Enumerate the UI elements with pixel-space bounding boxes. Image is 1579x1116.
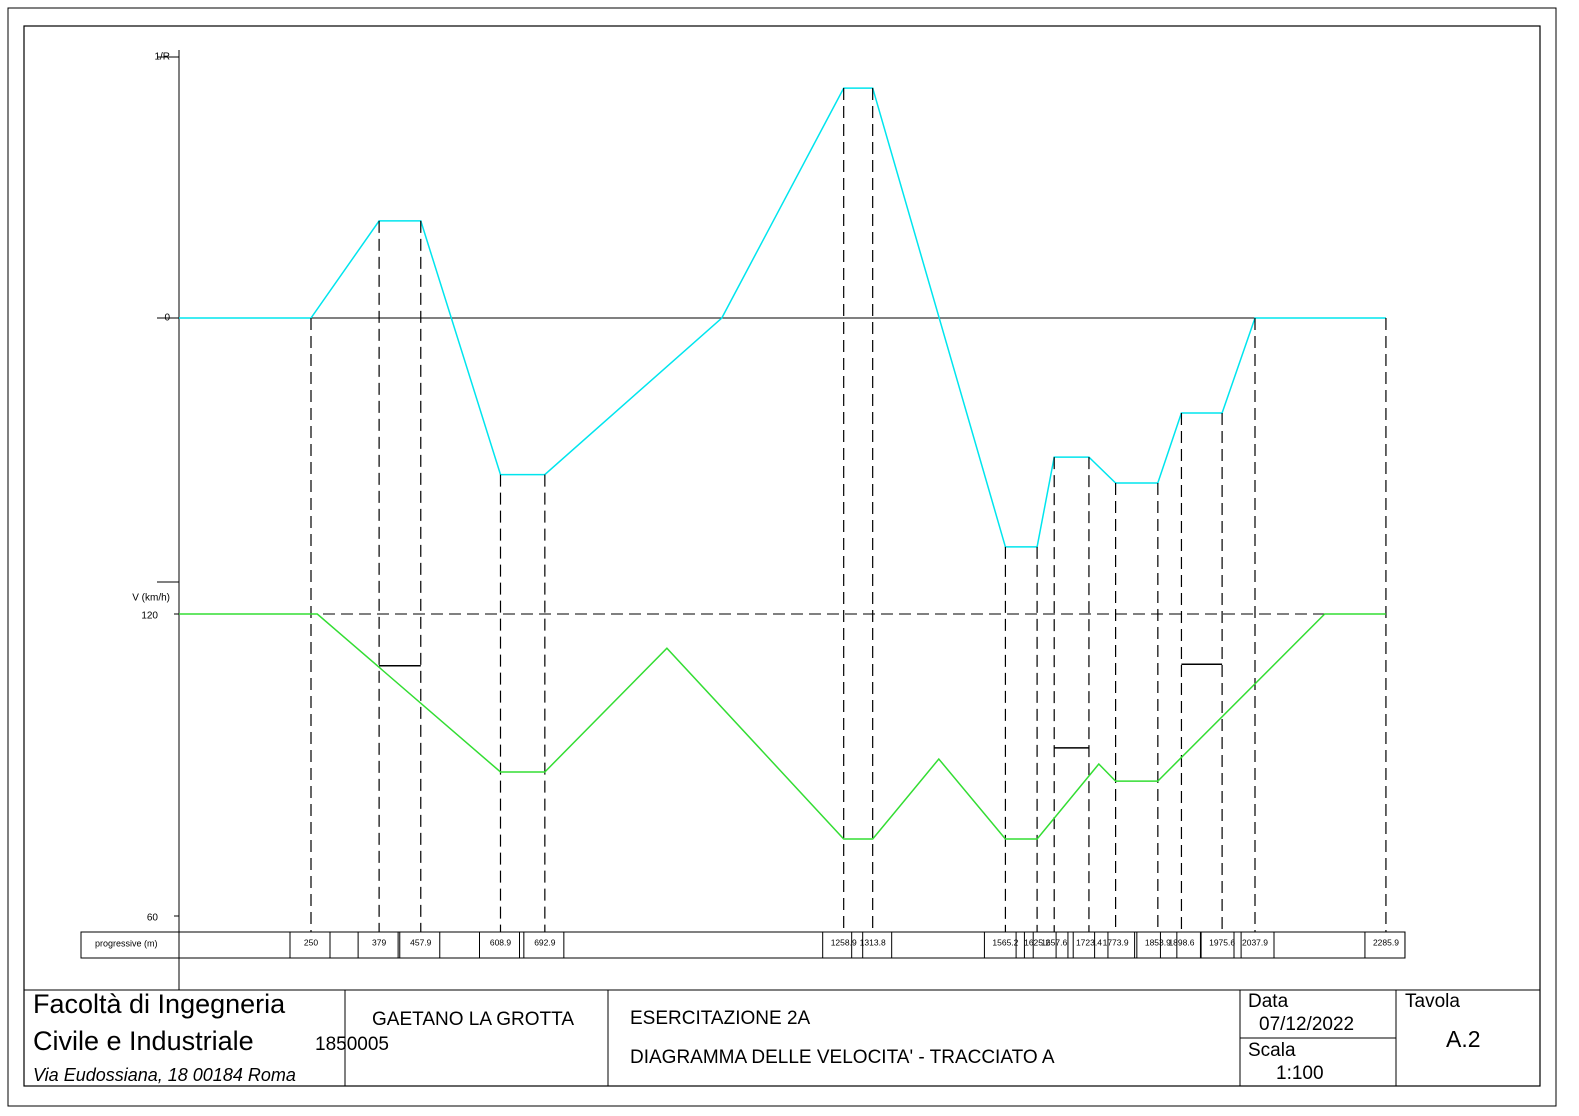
x-tick-label: 379 xyxy=(372,937,386,947)
x-tick-label: 1313.8 xyxy=(860,937,886,947)
institution: Facoltà di Ingegneria xyxy=(33,989,286,1019)
scale: 1:100 xyxy=(1276,1063,1324,1084)
sheet: A.2 xyxy=(1446,1026,1481,1052)
x-tick-label: 457.9 xyxy=(410,937,432,947)
exercise: ESERCITAZIONE 2A xyxy=(630,1008,811,1029)
outer-border xyxy=(7,7,1557,1107)
table-frame xyxy=(80,931,1406,959)
data-line xyxy=(179,613,1386,840)
x-tick-label: 2037.9 xyxy=(1242,937,1268,947)
x-tick-label: 1625.2 xyxy=(1024,937,1050,947)
table-header: progressive (m) xyxy=(95,938,158,948)
x-tick-label: 1657.6 xyxy=(1041,937,1067,947)
x-tick-label: 1773.9 xyxy=(1103,937,1129,947)
data-line xyxy=(379,663,1223,749)
title-block xyxy=(24,989,1540,1086)
x-tick-label: 1853.9 xyxy=(1145,937,1171,947)
x-tick-label: 1898.6 xyxy=(1168,937,1194,947)
author: GAETANO LA GROTTA xyxy=(372,1009,574,1030)
frame xyxy=(23,25,1541,1087)
x-tick-label: 692.9 xyxy=(534,937,556,947)
x-tick-label: 1975.6 xyxy=(1209,937,1235,947)
address: Via Eudossiana, 18 00184 Roma xyxy=(33,1065,296,1085)
y-axis-label: V (km/h) xyxy=(132,593,170,604)
subject: DIAGRAMMA DELLE VELOCITA' - TRACCIATO A xyxy=(630,1047,1055,1068)
y-tick-label: 60 xyxy=(147,913,159,924)
x-tick-label: 2285.9 xyxy=(1373,937,1399,947)
y-tick-label: 120 xyxy=(141,611,158,622)
scale-label: Scala xyxy=(1248,1040,1296,1061)
x-tick-label: 608.9 xyxy=(490,937,512,947)
institution: Civile e Industriale xyxy=(33,1026,254,1056)
student-id: 1850005 xyxy=(315,1034,389,1055)
x-tick-label: 1565.2 xyxy=(992,937,1018,947)
x-tick-label: 250 xyxy=(304,937,318,947)
date-label: Data xyxy=(1248,991,1289,1012)
x-tick-label: 1258.9 xyxy=(831,937,857,947)
sheet-label: Tavola xyxy=(1405,991,1460,1012)
date: 07/12/2022 xyxy=(1259,1014,1354,1035)
x-tick-label: 1723.4 xyxy=(1076,937,1102,947)
